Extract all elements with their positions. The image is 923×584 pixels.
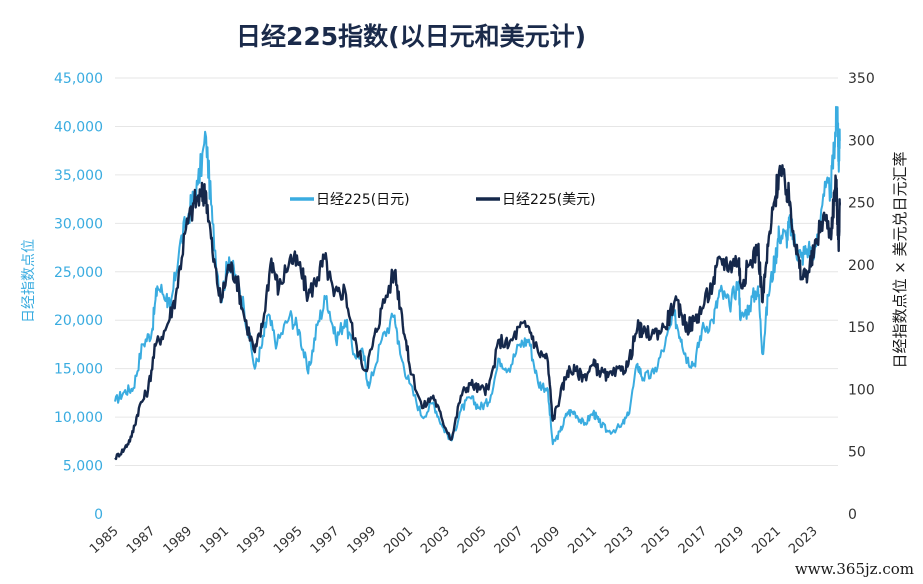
left-axis-ticks: 0 5,000 10,000 15,000 20,000 25,000 30,000 35,0…: [54, 71, 103, 523]
x-tick-label: 2015: [639, 524, 674, 557]
x-tick-label: 2021: [749, 524, 784, 557]
left-tick-label: 30,000: [54, 216, 103, 232]
x-tick-label: 2009: [529, 524, 564, 557]
x-tick-label: 2023: [786, 524, 821, 557]
right-tick-label: 0: [848, 507, 857, 523]
right-tick-label: 250: [848, 196, 875, 212]
left-tick-label: 10,000: [54, 410, 103, 426]
x-tick-label: 1991: [197, 524, 232, 557]
left-tick-label: 0: [94, 507, 103, 523]
right-tick-label: 350: [848, 71, 875, 87]
right-axis-ticks: 0 50 100 150 200 250 300 350: [848, 71, 875, 523]
left-tick-label: 40,000: [54, 119, 103, 135]
x-tick-label: 1999: [345, 524, 380, 557]
x-tick-label: 2017: [676, 524, 711, 557]
left-tick-label: 15,000: [54, 362, 103, 378]
chart-title: 日经225指数(以日元和美元计): [236, 22, 586, 51]
x-tick-label: 1995: [271, 524, 306, 557]
series-layer: [114, 105, 841, 461]
left-tick-label: 45,000: [54, 71, 103, 87]
grid: [115, 77, 838, 467]
x-tick-label: 2005: [455, 524, 490, 557]
x-tick-label: 2003: [418, 524, 453, 557]
right-tick-label: 200: [848, 258, 875, 274]
x-tick-label: 2001: [381, 524, 416, 557]
right-tick-label: 150: [848, 320, 875, 336]
x-tick-label: 2013: [602, 524, 637, 557]
legend-label-jpy: 日经225(日元): [316, 192, 410, 208]
x-tick-label: 2007: [492, 524, 527, 557]
x-tick-label: 1989: [161, 524, 196, 557]
x-tick-label: 1993: [234, 524, 269, 557]
legend-label-usd: 日经225(美元): [502, 192, 596, 208]
left-tick-label: 25,000: [54, 265, 103, 281]
series-line-usd: [114, 164, 841, 461]
right-tick-label: 300: [848, 133, 875, 149]
watermark: www.365jz.com: [795, 560, 914, 578]
x-tick-label: 2011: [565, 524, 600, 557]
legend: 日经225(日元) 日经225(美元): [290, 192, 596, 208]
left-tick-label: 35,000: [54, 168, 103, 184]
x-tick-label: 2019: [713, 524, 748, 557]
left-tick-label: 20,000: [54, 313, 103, 329]
right-tick-label: 100: [848, 382, 875, 398]
x-tick-label: 1997: [308, 524, 343, 557]
x-axis-ticks: 1985 1987 1989 1991 1993 1995 1997 1999 2001 2003…: [87, 524, 821, 557]
x-tick-label: 1987: [124, 524, 159, 557]
right-tick-label: 50: [848, 445, 866, 461]
right-axis-label: 日经指数点位 × 美元兑日元汇率: [891, 151, 909, 368]
left-axis-label: 日经指数点位: [21, 239, 37, 323]
left-tick-label: 5,000: [63, 459, 103, 475]
x-tick-label: 1985: [87, 524, 122, 557]
series-line-jpy: [114, 105, 841, 446]
